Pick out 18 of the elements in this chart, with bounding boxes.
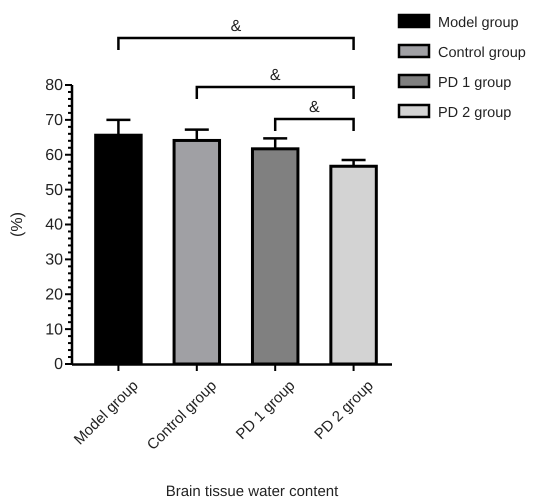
legend-label: PD 1 group — [438, 75, 512, 91]
legend-label: Model group — [438, 15, 519, 31]
y-tick-label: 0 — [54, 356, 64, 374]
legend-label: Control group — [438, 45, 526, 61]
x-axis-title: Brain tissue water content — [166, 483, 340, 500]
y-tick-label: 10 — [45, 321, 64, 338]
y-tick-label: 70 — [45, 112, 64, 129]
text: & — [270, 67, 281, 84]
legend-label: PD 2 group — [438, 105, 512, 121]
y-tick-label: 20 — [45, 286, 64, 304]
y-tick-label: 60 — [45, 146, 64, 164]
y-tick-label: 40 — [45, 216, 64, 234]
y-axis-title: (%) — [9, 212, 26, 237]
y-tick-label: 30 — [45, 251, 64, 268]
y-tick-label: 80 — [45, 77, 64, 94]
text: & — [230, 18, 242, 35]
y-tick-label: 50 — [45, 182, 64, 199]
annotation: & — [309, 99, 320, 116]
